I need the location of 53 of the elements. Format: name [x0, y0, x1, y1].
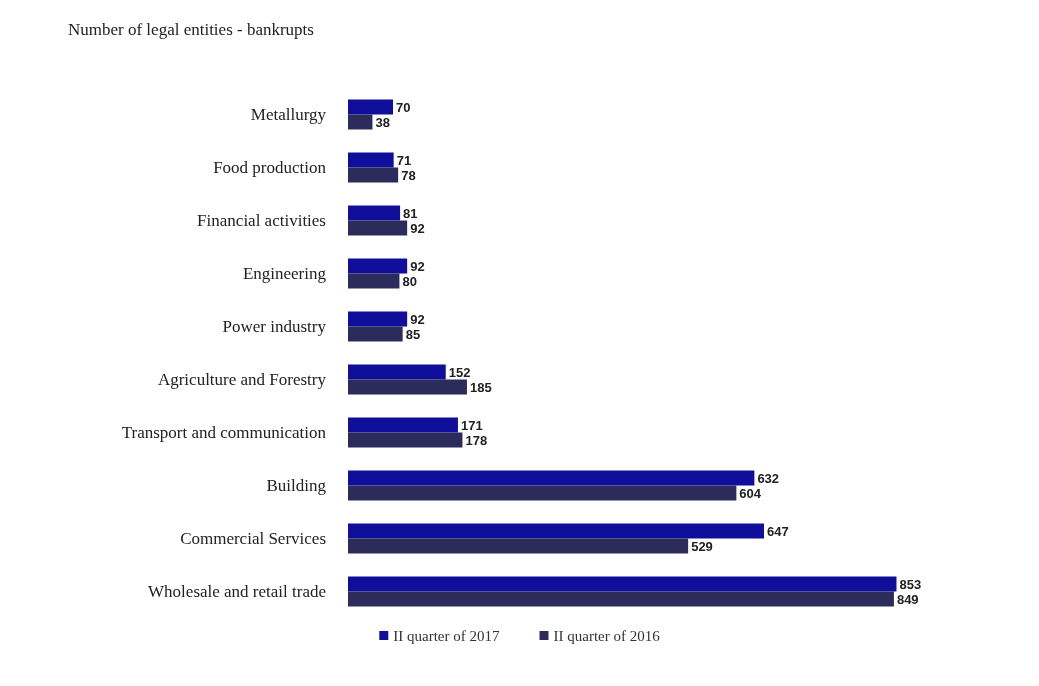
- data-label: 85: [405, 326, 421, 342]
- data-label: 647: [767, 523, 789, 539]
- bar: [348, 258, 408, 274]
- y-tick-label: Power industry: [222, 317, 327, 336]
- y-tick-label: Agriculture and Forestry: [157, 370, 327, 389]
- bar: [348, 220, 408, 236]
- data-label: 185: [469, 379, 492, 395]
- data-label: 171: [460, 417, 483, 433]
- data-label: 529: [691, 538, 713, 554]
- bar: [348, 591, 894, 607]
- legend-label: II quarter of 2017: [393, 627, 500, 644]
- data-label: 81: [403, 205, 418, 221]
- legend-label: II quarter of 2016: [553, 627, 661, 644]
- data-label: 70: [396, 99, 411, 115]
- y-tick-label: Building: [266, 476, 327, 495]
- y-tick-label: Metallurgy: [250, 105, 327, 124]
- data-label: 853: [899, 576, 922, 592]
- data-label: 71: [396, 152, 412, 168]
- bar: [348, 205, 401, 221]
- bar: [348, 326, 403, 342]
- y-tick-label: Engineering: [242, 264, 327, 283]
- y-tick-label: Wholesale and retail trade: [148, 582, 326, 601]
- bar: [348, 364, 446, 380]
- data-label: 604: [739, 485, 762, 501]
- bar: [348, 523, 765, 539]
- data-label: 38: [375, 114, 390, 130]
- y-tick-label: Food production: [213, 158, 327, 177]
- y-tick-label: Commercial Services: [180, 529, 326, 548]
- data-label: 632: [757, 470, 780, 486]
- bar: [348, 432, 463, 448]
- data-label: 92: [410, 311, 425, 327]
- bar: [348, 470, 755, 486]
- data-label: 92: [410, 220, 425, 236]
- text: Number of legal entities - bankrupts: [68, 20, 314, 39]
- data-label: 92: [410, 258, 425, 274]
- data-label: 152: [448, 364, 471, 380]
- bar: [348, 311, 408, 327]
- y-tick-label: Transport and communication: [121, 423, 327, 442]
- bar: [348, 99, 394, 115]
- data-label: 80: [402, 273, 417, 289]
- bar: [348, 538, 689, 554]
- y-tick-label: Financial activities: [197, 211, 326, 230]
- bar: [348, 152, 394, 168]
- bar: [348, 485, 737, 501]
- bar: [348, 273, 400, 289]
- data-label: 178: [465, 432, 488, 448]
- bar: [348, 576, 897, 592]
- bar: [348, 114, 373, 130]
- bar: [348, 167, 399, 183]
- data-label: 849: [896, 591, 919, 607]
- bar: [348, 417, 458, 433]
- data-label: 78: [401, 167, 416, 183]
- bar: [348, 379, 467, 395]
